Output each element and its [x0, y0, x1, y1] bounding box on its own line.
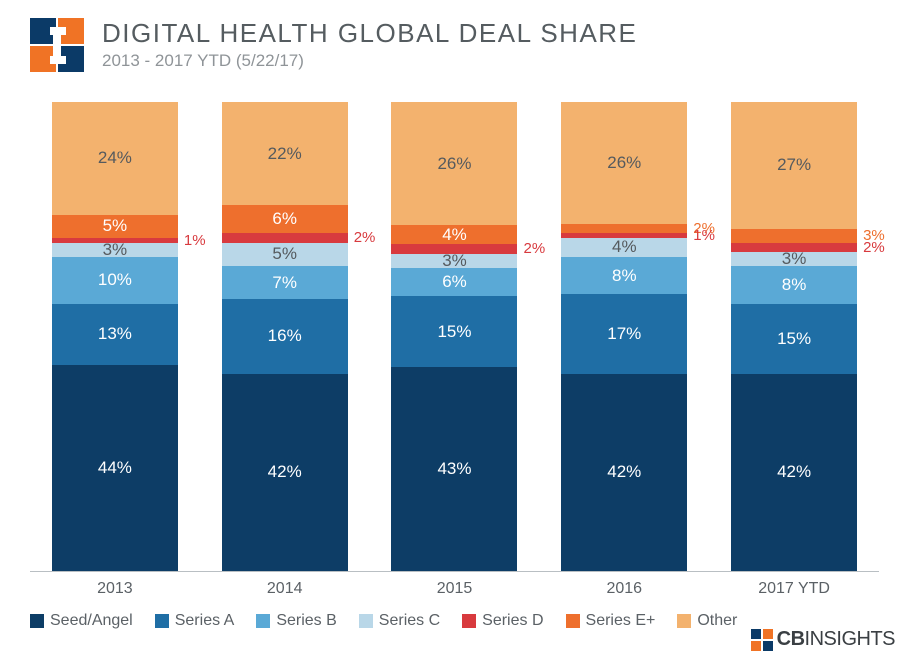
- bar-group: 27%3%2%3%8%15%42%: [731, 102, 857, 571]
- bar-segment-series-e: 2%: [561, 224, 687, 233]
- segment-label-outside: 1%: [693, 227, 715, 244]
- bar-segment-series-e: 5%: [52, 215, 178, 238]
- legend-item-series-b: Series B: [256, 612, 336, 630]
- bar-segment-series-c: 5%: [222, 243, 348, 266]
- legend-label: Series D: [482, 612, 543, 630]
- bar-segment-series-d: 2%: [222, 233, 348, 242]
- legend-swatch: [155, 614, 169, 628]
- segment-label-outside: 2%: [523, 240, 545, 257]
- legend-swatch: [677, 614, 691, 628]
- chart-subtitle: 2013 - 2017 YTD (5/22/17): [102, 51, 637, 71]
- legend-item-series-d: Series D: [462, 612, 543, 630]
- bar-segment-series-e: 3%: [731, 229, 857, 243]
- legend-item-series-e: Series E+: [566, 612, 656, 630]
- x-axis-label: 2014: [222, 580, 348, 598]
- bar-group: 24%5%1%3%10%13%44%: [52, 102, 178, 571]
- bar-segment-series-c: 3%: [52, 243, 178, 257]
- bar-segment-seed-angel: 43%: [391, 367, 517, 571]
- brand-footer-icon: [751, 629, 773, 651]
- bar-segment-other: 24%: [52, 102, 178, 215]
- bar-group: 26%2%1%4%8%17%42%: [561, 102, 687, 571]
- bar-segment-other: 26%: [391, 102, 517, 225]
- bar-segment-seed-angel: 42%: [561, 374, 687, 571]
- bar-segment-series-b: 8%: [561, 257, 687, 295]
- bar-group: 22%6%2%5%7%16%42%: [222, 102, 348, 571]
- bar-segment-series-b: 7%: [222, 266, 348, 299]
- legend-label: Seed/Angel: [50, 612, 133, 630]
- bar-segment-series-a: 17%: [561, 294, 687, 374]
- legend-swatch: [256, 614, 270, 628]
- segment-label-outside: 1%: [184, 232, 206, 249]
- bar-segment-seed-angel: 44%: [52, 365, 178, 571]
- bar-segment-other: 27%: [731, 102, 857, 229]
- x-axis-label: 2015: [391, 580, 517, 598]
- x-axis-label: 2016: [561, 580, 687, 598]
- bar-segment-series-e: 6%: [222, 205, 348, 233]
- chart-header: DIGITAL HEALTH GLOBAL DEAL SHARE 2013 - …: [0, 0, 909, 72]
- brand-logo-icon: [30, 18, 84, 72]
- brand-footer-bold: CB: [777, 628, 805, 651]
- legend-label: Series C: [379, 612, 440, 630]
- legend-label: Other: [697, 612, 737, 630]
- bar-segment-series-b: 10%: [52, 257, 178, 304]
- x-axis-label: 2017 YTD: [731, 580, 857, 598]
- brand-footer: CBINSIGHTS: [751, 628, 895, 651]
- bar-segment-series-a: 15%: [731, 304, 857, 374]
- legend-item-other: Other: [677, 612, 737, 630]
- bar-segment-series-c: 3%: [391, 254, 517, 268]
- bar-segment-series-a: 13%: [52, 304, 178, 365]
- bar-segment-seed-angel: 42%: [731, 374, 857, 571]
- legend-swatch: [566, 614, 580, 628]
- legend-label: Series B: [276, 612, 336, 630]
- chart-plot-area: 24%5%1%3%10%13%44%22%6%2%5%7%16%42%26%4%…: [30, 102, 879, 572]
- bar-segment-series-b: 8%: [731, 266, 857, 304]
- segment-label-outside: 2%: [863, 239, 885, 256]
- legend-item-series-c: Series C: [359, 612, 440, 630]
- legend-item-seed-angel: Seed/Angel: [30, 612, 133, 630]
- segment-label-outside: 2%: [354, 229, 376, 246]
- legend-label: Series A: [175, 612, 235, 630]
- bar-segment-series-b: 6%: [391, 268, 517, 296]
- brand-footer-light: INSIGHTS: [805, 628, 895, 651]
- legend-label: Series E+: [586, 612, 656, 630]
- bar-segment-series-a: 15%: [391, 296, 517, 367]
- x-axis: 2013 2014 2015 2016 2017 YTD: [30, 580, 879, 598]
- bar-segment-series-a: 16%: [222, 299, 348, 374]
- bar-segment-series-e: 4%: [391, 225, 517, 244]
- legend-swatch: [359, 614, 373, 628]
- bar-group: 26%4%2%3%6%15%43%: [391, 102, 517, 571]
- bar-segment-series-c: 3%: [731, 252, 857, 266]
- legend-swatch: [30, 614, 44, 628]
- legend-swatch: [462, 614, 476, 628]
- x-axis-label: 2013: [52, 580, 178, 598]
- chart-title: DIGITAL HEALTH GLOBAL DEAL SHARE: [102, 18, 637, 49]
- legend-item-series-a: Series A: [155, 612, 235, 630]
- bar-segment-series-c: 4%: [561, 238, 687, 257]
- bar-segment-other: 22%: [222, 102, 348, 205]
- bar-segment-seed-angel: 42%: [222, 374, 348, 571]
- bar-segment-other: 26%: [561, 102, 687, 224]
